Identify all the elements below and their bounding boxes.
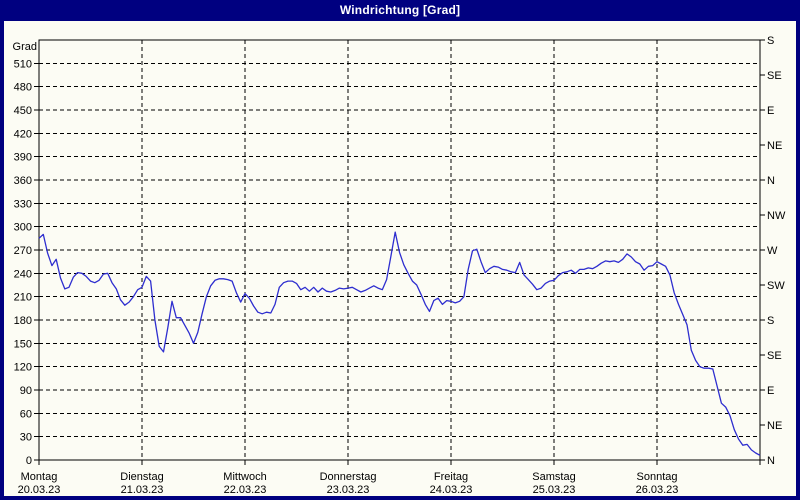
y-axis-right-compass-label: W: [767, 245, 778, 257]
x-axis-day-name-label: Freitag: [434, 471, 468, 483]
x-axis-day-name-label: Dienstag: [120, 471, 163, 483]
x-axis-day-date-label: 20.03.23: [18, 484, 61, 496]
y-axis-right-compass-label: E: [767, 385, 774, 397]
y-axis-left-tick-label: 90: [20, 385, 32, 397]
x-axis-day-name-label: Mittwoch: [223, 471, 266, 483]
y-axis-right-compass-label: N: [767, 455, 775, 467]
window-titlebar[interactable]: Windrichtung [Grad]: [0, 0, 800, 21]
y-axis-right-compass-label: SE: [767, 350, 782, 362]
window-title: Windrichtung [Grad]: [339, 3, 461, 17]
y-axis-left-tick-label: 360: [14, 175, 32, 187]
x-axis-day-date-label: 25.03.23: [533, 484, 576, 496]
y-axis-right-compass-label: NE: [767, 420, 782, 432]
y-axis-right-compass-label: S: [767, 35, 774, 47]
y-axis-left-tick-label: 240: [14, 268, 32, 280]
y-axis-left-tick-label: 30: [20, 432, 32, 444]
y-axis-left-tick-label: 330: [14, 198, 32, 210]
y-axis-left-tick-label: 270: [14, 245, 32, 257]
y-axis-left-tick-label: 300: [14, 222, 32, 234]
x-axis-day-date-label: 24.03.23: [430, 484, 473, 496]
chart-svg: 0 30 60 90 120 150 180 210 240 270 300 330 360 390 420…: [13, 35, 786, 496]
y-axis-right-compass-label: N: [767, 175, 775, 187]
y-axis-left-tick-label: 60: [20, 408, 32, 420]
wind-direction-line: [38, 231, 761, 456]
y-axis-right-compass-label: S: [767, 315, 774, 327]
x-axis-day-date-label: 23.03.23: [327, 484, 370, 496]
y-axis-right-compass-label: NE: [767, 140, 782, 152]
y-axis-left-tick-label: 480: [14, 82, 32, 94]
y-axis-left-tick-label: 180: [14, 315, 32, 327]
y-axis-left-tick-label: 390: [14, 152, 32, 164]
y-axis-title: Grad: [13, 41, 37, 53]
y-axis-left-tick-label: 420: [14, 128, 32, 140]
y-axis-right-compass-label: NW: [767, 210, 786, 222]
y-axis-left-tick-label: 120: [14, 362, 32, 374]
y-axis-left-tick-label: 150: [14, 338, 32, 350]
x-axis-day-name-label: Samstag: [532, 471, 575, 483]
y-axis-right-compass-label: SW: [767, 280, 785, 292]
chart-area: 0 30 60 90 120 150 180 210 240 270 300 330 360 390 420…: [4, 21, 796, 496]
y-axis-left-tick-label: 0: [26, 455, 32, 467]
x-axis-day-date-label: 22.03.23: [224, 484, 267, 496]
y-axis-left-tick-label: 510: [14, 58, 32, 70]
x-axis-day-date-label: 21.03.23: [121, 484, 164, 496]
x-axis-day-date-label: 26.03.23: [636, 484, 679, 496]
x-axis-day-name-label: Sonntag: [637, 471, 678, 483]
y-axis-left-tick-label: 210: [14, 292, 32, 304]
x-axis-day-name-label: Donnerstag: [320, 471, 377, 483]
y-axis-left-tick-label: 450: [14, 105, 32, 117]
y-axis-right-compass-label: E: [767, 105, 774, 117]
x-axis-day-name-label: Montag: [21, 471, 58, 483]
y-axis-right-compass-label: SE: [767, 70, 782, 82]
